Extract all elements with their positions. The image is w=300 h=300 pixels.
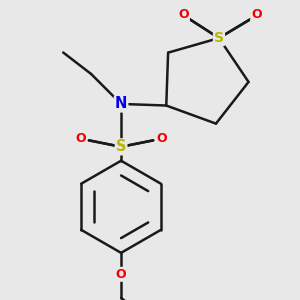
Text: O: O	[178, 8, 189, 21]
Text: O: O	[157, 132, 167, 145]
Text: S: S	[116, 139, 126, 154]
Text: S: S	[214, 31, 224, 45]
Text: N: N	[115, 96, 127, 111]
Text: O: O	[251, 8, 262, 21]
Text: O: O	[116, 268, 126, 281]
Text: O: O	[75, 132, 86, 145]
